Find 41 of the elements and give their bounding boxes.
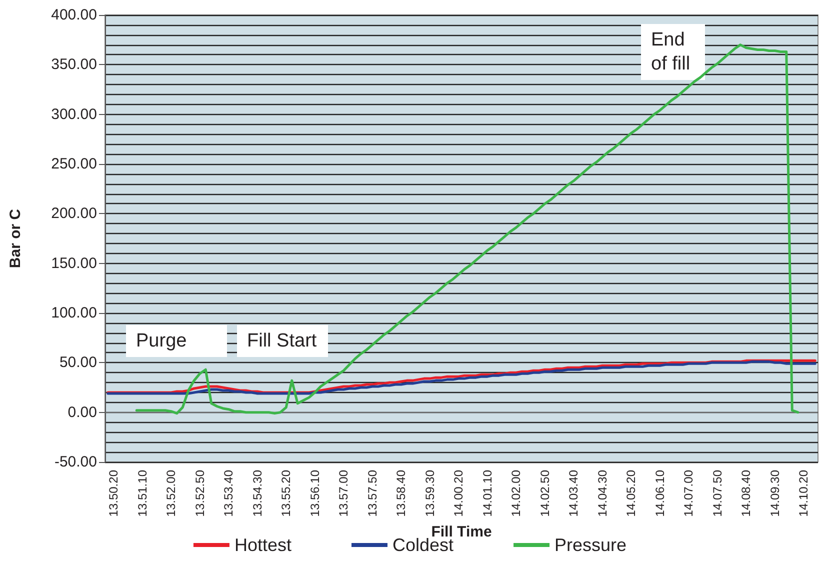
x-tick-label: 14.10.20 (796, 470, 811, 517)
x-tick-label: 14.07.50 (710, 470, 724, 517)
legend-label: Pressure (554, 535, 627, 555)
x-tick-label: 14.03.40 (566, 470, 581, 517)
y-tick-label: 350.00 (51, 56, 97, 74)
x-tick-label: 14.01.10 (480, 470, 494, 517)
x-tick-label: 13.54.30 (250, 470, 264, 517)
x-tick-label: 14.02.00 (509, 470, 524, 517)
x-tick-label: 13.52.50 (192, 470, 207, 517)
y-tick-label: 250.00 (51, 156, 97, 172)
y-axis-title: Bar or C (7, 208, 24, 268)
x-tick-label: 13.56.10 (308, 470, 322, 517)
x-tick-label: 14.07.00 (682, 470, 696, 517)
y-tick-label: 400.00 (51, 6, 97, 24)
x-tick-label: 13.55.20 (279, 470, 294, 517)
x-tick-label: 13.50.20 (106, 470, 121, 517)
x-tick-label: 14.06.10 (652, 470, 667, 517)
x-tick-label: 13.57.50 (365, 470, 380, 517)
x-tick-label: 14.02.50 (538, 470, 552, 517)
x-tick-label: 14.09.30 (768, 470, 782, 517)
x-tick-label: 13.53.40 (222, 470, 236, 517)
y-tick-label: 150.00 (51, 254, 97, 272)
annotation: Purge (136, 330, 187, 352)
y-tick-label: 200.00 (51, 205, 97, 222)
y-tick-label: 300.00 (51, 106, 97, 123)
y-tick-label: 100.00 (51, 304, 97, 322)
y-tick-label: 0.00 (68, 404, 97, 421)
x-tick-label: 14.00.20 (452, 470, 466, 517)
x-tick-label: 13.52.00 (164, 470, 178, 517)
x-tick-label: 13.51.10 (135, 470, 150, 517)
annotation: Fill Start (247, 330, 318, 352)
x-tick-label: 14.04.30 (595, 470, 610, 517)
x-tick-label: 13.58.40 (394, 470, 408, 517)
annotation: End of fill (651, 30, 690, 74)
y-tick-label: 50.00 (59, 354, 97, 372)
y-tick-label: -50.00 (54, 454, 97, 470)
legend-label: Hottest (234, 535, 292, 555)
x-tick-label: 13.59.30 (422, 470, 437, 517)
x-tick-label: 14.08.40 (739, 470, 754, 517)
x-tick-label: 13.57.00 (336, 470, 351, 517)
x-tick-label: 14.05.20 (624, 470, 638, 517)
